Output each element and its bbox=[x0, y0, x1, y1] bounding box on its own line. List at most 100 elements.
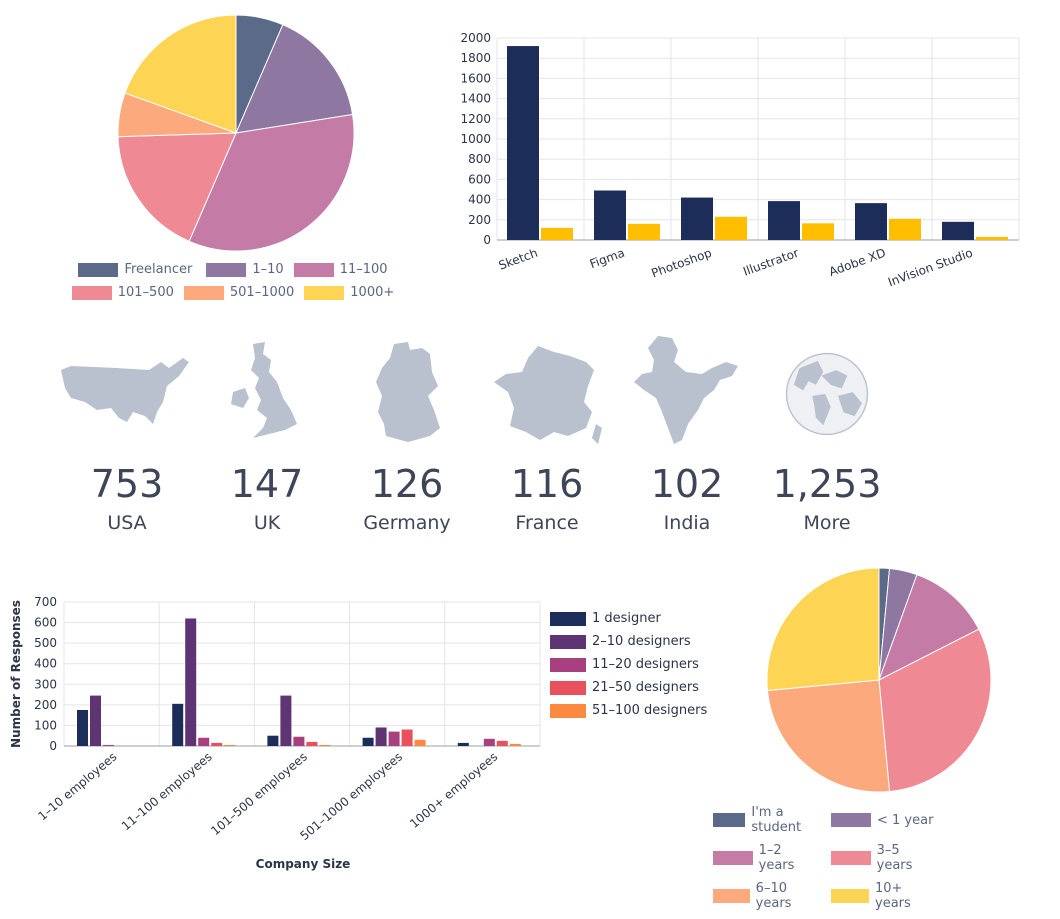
bar bbox=[103, 744, 114, 746]
team-size-grouped-bar-chart: 0 100 200 300 400 500 600 700 1–10 employees 11–1… bbox=[9, 595, 541, 871]
company-size-pie-slice bbox=[117, 132, 237, 242]
bar bbox=[90, 695, 101, 746]
legend-item: I'm a student bbox=[713, 805, 821, 835]
bar bbox=[628, 223, 660, 240]
bar bbox=[306, 741, 318, 746]
legend-swatch bbox=[713, 851, 753, 865]
x-category-label: InVision Studio bbox=[886, 246, 974, 290]
y-tick-label: 200 bbox=[34, 698, 57, 712]
country-name: India bbox=[663, 512, 711, 534]
country-stat-germany: 126 Germany bbox=[337, 462, 477, 534]
experience-pie-legend: I'm a student < 1 year 1–2 years 3–5 years 6… bbox=[713, 805, 1053, 919]
bar bbox=[319, 744, 331, 746]
country-name: More bbox=[803, 512, 851, 534]
country-count: 126 bbox=[370, 462, 444, 506]
y-tick-label: 0 bbox=[49, 739, 57, 753]
legend-swatch bbox=[713, 813, 746, 827]
company-size-pie-legend: Freelancer 1–10 11–100 101–500 501–1000 1000+ bbox=[38, 262, 438, 308]
y-axis-title: Number of Responses bbox=[9, 600, 23, 748]
bar bbox=[414, 739, 426, 746]
bar bbox=[388, 731, 400, 746]
legend-label: 51–100 designers bbox=[592, 703, 708, 718]
legend-label: 6–10 years bbox=[755, 881, 792, 911]
bar bbox=[172, 703, 184, 746]
legend-label: Freelancer bbox=[124, 262, 193, 277]
experience-pie-chart bbox=[766, 567, 992, 793]
legend-swatch bbox=[206, 262, 247, 277]
company-size-pie-slice bbox=[188, 113, 355, 252]
legend-swatch bbox=[293, 262, 334, 277]
y-tick-label: 200 bbox=[468, 213, 491, 227]
country-count: 147 bbox=[230, 462, 304, 506]
legend-swatch bbox=[831, 889, 870, 903]
legend-item: 1–2 years bbox=[713, 843, 821, 873]
y-tick-label: 0 bbox=[483, 233, 491, 247]
legend-label: 11–20 designers bbox=[592, 657, 699, 672]
bar bbox=[496, 740, 508, 746]
experience-pie-slice bbox=[878, 573, 980, 682]
bar bbox=[401, 729, 413, 746]
company-size-pie-slice bbox=[124, 14, 237, 134]
legend-swatch bbox=[550, 611, 586, 626]
bar bbox=[198, 737, 210, 746]
y-tick-label: 700 bbox=[34, 595, 57, 609]
country-count: 753 bbox=[90, 462, 164, 506]
x-category-label: 501–1000 employees bbox=[298, 750, 406, 843]
country-name: France bbox=[515, 512, 579, 534]
legend-item: 11–100 bbox=[293, 262, 388, 277]
bar bbox=[77, 710, 88, 746]
legend-label: 101–500 bbox=[117, 285, 174, 300]
bar bbox=[224, 744, 236, 746]
legend-item: 51–100 designers bbox=[550, 703, 750, 718]
legend-swatch bbox=[78, 262, 119, 277]
country-name: USA bbox=[107, 512, 147, 534]
x-category-label: Photoshop bbox=[649, 246, 713, 281]
legend-item: 21–50 designers bbox=[550, 680, 750, 695]
y-tick-label: 100 bbox=[34, 718, 57, 732]
bar bbox=[362, 737, 374, 746]
country-stat-more: 1,253 More bbox=[757, 462, 897, 534]
experience-pie-slice bbox=[878, 628, 992, 793]
legend-label: 21–50 designers bbox=[592, 680, 699, 695]
bar bbox=[976, 236, 1008, 240]
bar bbox=[483, 738, 495, 746]
y-tick-label: 1200 bbox=[460, 112, 491, 126]
legend-label: 1–10 bbox=[252, 262, 284, 277]
bar bbox=[375, 727, 387, 746]
country-name: UK bbox=[253, 512, 281, 534]
x-category-label: Sketch bbox=[497, 246, 540, 273]
bar bbox=[802, 223, 834, 240]
bar bbox=[715, 216, 747, 240]
legend-swatch bbox=[713, 889, 750, 903]
legend-label: 501–1000 bbox=[229, 285, 295, 300]
bar bbox=[507, 46, 539, 240]
legend-swatch bbox=[550, 634, 586, 649]
legend-item: < 1 year bbox=[831, 805, 939, 835]
legend-label: 2–10 designers bbox=[592, 634, 691, 649]
legend-label: 1 designer bbox=[592, 611, 661, 626]
legend-swatch bbox=[304, 285, 345, 300]
x-axis-title: Company Size bbox=[256, 857, 351, 871]
y-tick-label: 800 bbox=[468, 152, 491, 166]
experience-pie-slice bbox=[766, 567, 880, 692]
legend-label: 10+ years bbox=[875, 881, 911, 911]
x-category-label: 11–100 employees bbox=[119, 750, 215, 834]
y-tick-label: 2000 bbox=[460, 31, 491, 45]
legend-swatch bbox=[183, 285, 224, 300]
legend-item: 2–10 designers bbox=[550, 634, 750, 649]
y-tick-label: 1800 bbox=[460, 51, 491, 65]
legend-label: 11–100 bbox=[339, 262, 388, 277]
experience-pie-slice bbox=[766, 679, 891, 793]
y-tick-label: 400 bbox=[468, 193, 491, 207]
legend-label: I'm a student bbox=[751, 805, 802, 835]
legend-label: < 1 year bbox=[877, 812, 934, 828]
bar bbox=[768, 201, 800, 240]
team-size-legend: 1 designer 2–10 designers 11–20 designers 2… bbox=[550, 611, 750, 726]
country-count: 116 bbox=[510, 462, 584, 506]
country-stat-usa: 753 USA bbox=[57, 462, 197, 534]
bar bbox=[457, 742, 469, 746]
x-category-label: 101–500 employees bbox=[208, 750, 310, 839]
legend-item: 10+ years bbox=[831, 881, 939, 911]
legend-item: 101–500 bbox=[71, 285, 174, 300]
bar bbox=[942, 221, 974, 240]
